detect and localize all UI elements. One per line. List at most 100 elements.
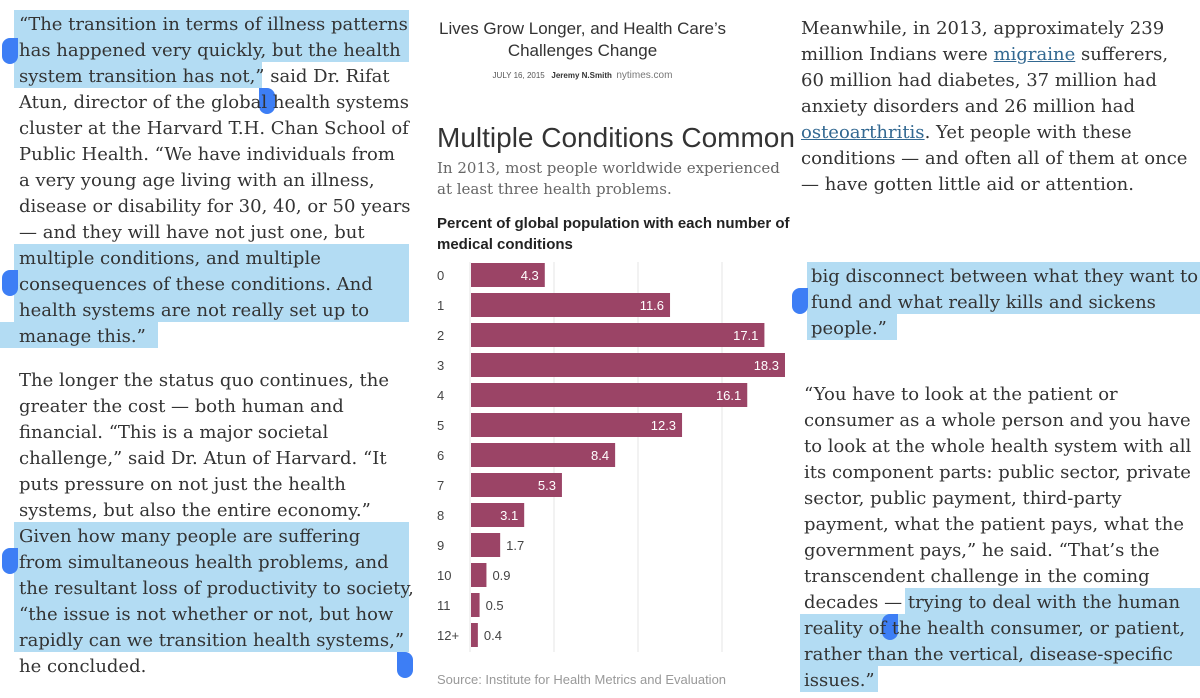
article-text: sufferers, [1075, 44, 1169, 65]
article-line: reality of the health consumer, or patie… [804, 618, 1186, 639]
article-line: million Indians were migraine sufferers, [801, 42, 1168, 68]
embed-site[interactable]: nytimes.com [616, 70, 673, 81]
value-label: 5.3 [538, 478, 556, 493]
article-line: fund and what really kills and sickens [811, 292, 1156, 313]
embed-article-title[interactable]: Lives Grow Longer, and Health Care’s Cha… [439, 19, 726, 60]
category-label: 8 [437, 508, 444, 523]
article-line: from simultaneous health problems, and [19, 552, 389, 573]
article-line: he concluded. [19, 656, 147, 677]
selection-highlight [800, 666, 878, 692]
category-label: 9 [437, 538, 444, 553]
value-label: 0.4 [484, 628, 502, 643]
value-label: 0.9 [492, 568, 510, 583]
bar [471, 533, 501, 557]
chart-source: Source: Institute for Health Metrics and… [437, 672, 727, 687]
bar [471, 473, 562, 497]
article-line: cluster at the Harvard T.H. Chan School … [19, 118, 409, 139]
selection-start-handle[interactable] [2, 270, 18, 296]
article-line: “The transition in terms of illness patt… [19, 14, 408, 35]
selection-end-handle[interactable] [397, 652, 413, 678]
article-line: issues.” [804, 670, 875, 691]
article-line: a very young age living with an illness, [19, 170, 375, 191]
article-line: “the issue is not whether or not, but ho… [19, 604, 394, 625]
chart-subtitle: In 2013, most people worldwide experienc… [437, 159, 780, 198]
bar [471, 593, 480, 617]
right-article-column: Meanwhile, in 2013, approximately 239 mi… [792, 0, 1200, 698]
article-line: greater the cost — both human and [19, 396, 344, 417]
chart-title: Multiple Conditions Common [437, 122, 795, 153]
article-line: conditions — and often all of them at on… [801, 148, 1188, 169]
migraine-link[interactable]: migraine [993, 44, 1076, 65]
category-label: 7 [437, 478, 444, 493]
article-line: has happened very quickly, but the healt… [19, 40, 401, 61]
article-line: transcendent challenge in the coming [804, 566, 1150, 587]
bar-chart: 0 4.3 1 11.6 2 17.1 3 18.3 4 16.1 5 12.3 6 8.4 7 5.3 8 3.… [437, 262, 785, 652]
article-text: . Yet people with these [924, 122, 1132, 143]
value-label: 18.3 [754, 358, 779, 373]
value-label: 3.1 [500, 508, 518, 523]
selection-start-handle[interactable] [2, 38, 18, 64]
selection-highlight [0, 322, 158, 348]
article-line: “You have to look at the patient or [804, 384, 1118, 405]
value-label: 17.1 [733, 328, 758, 343]
article-line: 60 million had diabetes, 37 million had [801, 70, 1157, 91]
category-label: 11 [437, 598, 451, 613]
bar [471, 443, 616, 467]
article-line: Atun, director of the global health syst… [19, 92, 409, 113]
article-line: sector, public payment, third-party [804, 488, 1122, 509]
article-line: Public Health. “We have individuals from [19, 144, 395, 165]
article-line: government pays,” he said. “That’s the [804, 540, 1160, 561]
article-text: million Indians were [801, 44, 994, 65]
article-line: consequences of these conditions. And [19, 274, 373, 295]
article-line: puts pressure on not just the health [19, 474, 346, 495]
article-line: manage this.” [19, 326, 146, 347]
chart-measure-label: Percent of global population with each n… [437, 215, 790, 253]
bar [471, 353, 785, 377]
category-label: 0 [437, 268, 444, 283]
article-line: payment, what the patient pays, what the [804, 514, 1185, 535]
selection-highlight [14, 244, 409, 322]
article-line: people.” [811, 318, 887, 339]
article-line: financial. “This is a major societal [19, 422, 329, 443]
selection-highlight [807, 262, 1200, 314]
selection-highlight [14, 522, 409, 652]
category-label: 10 [437, 568, 451, 583]
bar [471, 263, 545, 287]
article-line: — have gotten little aid or attention. [801, 174, 1134, 195]
left-article-column: “The transition in terms of illness patt… [0, 0, 414, 698]
bar [471, 503, 525, 527]
article-line: consumer as a whole person and you have [804, 410, 1191, 431]
embed-byline: JULY 16, 2015 Jeremy N.Smith nytimes.com [410, 70, 755, 81]
selection-end-handle[interactable] [259, 88, 275, 114]
category-label: 12+ [437, 628, 459, 643]
selection-highlight [807, 314, 897, 340]
value-label: 8.4 [591, 448, 609, 463]
article-line: rapidly can we transition health systems… [19, 630, 405, 651]
article-line: rather than the vertical, disease-specif… [804, 644, 1173, 665]
category-label: 4 [437, 388, 444, 403]
chart-embed: Lives Grow Longer, and Health Care’s Cha… [410, 0, 795, 698]
embed-date: JULY 16, 2015 [492, 71, 545, 80]
article-line: decades — trying to deal with the human [804, 592, 1181, 613]
category-label: 1 [437, 298, 444, 313]
bar [471, 293, 671, 317]
article-line: anxiety disorders and 26 million had [801, 96, 1135, 117]
value-label: 16.1 [716, 388, 741, 403]
category-label: 3 [437, 358, 444, 373]
category-label: 5 [437, 418, 444, 433]
selection-highlight [800, 614, 1200, 666]
selection-highlight [14, 10, 409, 62]
bar [471, 623, 478, 647]
selection-start-handle[interactable] [882, 614, 898, 640]
selection-start-handle[interactable] [792, 288, 808, 314]
value-label: 1.7 [506, 538, 524, 553]
selection-highlight [14, 62, 262, 88]
value-label: 12.3 [651, 418, 676, 433]
bar [471, 383, 748, 407]
selection-start-handle[interactable] [2, 548, 18, 574]
osteoarthritis-link[interactable]: osteoarthritis [801, 122, 925, 143]
article-line: multiple conditions, and multiple [19, 248, 321, 269]
category-label: 6 [437, 448, 444, 463]
category-label: 2 [437, 328, 444, 343]
bar [471, 563, 487, 587]
